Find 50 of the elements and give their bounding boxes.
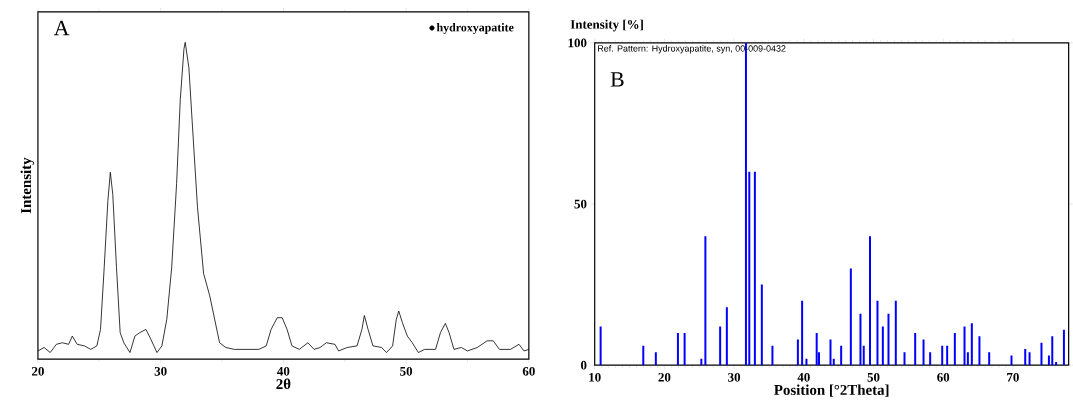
bar	[760, 284, 763, 366]
x-tick-label: 60	[937, 372, 950, 382]
bar	[887, 313, 890, 366]
bar	[869, 236, 872, 366]
x-tick-label: 70	[1007, 372, 1019, 382]
x-tick-label: 40	[277, 366, 290, 376]
bar	[840, 345, 843, 366]
bar	[914, 332, 917, 366]
legend-label: hydroxyapatite	[436, 23, 514, 34]
bar	[700, 358, 703, 366]
bar	[970, 323, 973, 366]
bar	[719, 326, 722, 366]
bar	[859, 313, 862, 366]
bar	[725, 307, 728, 366]
x-tick-label: 50	[867, 372, 880, 382]
bar	[941, 345, 944, 366]
bar	[654, 352, 657, 366]
x-tick-label: 30	[728, 372, 741, 382]
y-tick-label: 100	[568, 38, 587, 48]
x-tick-label: 60	[522, 366, 535, 376]
x-tick-label: 20	[658, 372, 671, 382]
bar	[1055, 361, 1058, 366]
bar	[849, 268, 852, 366]
bar	[815, 332, 818, 366]
bar	[1024, 349, 1027, 366]
y-axis-title: Intensity	[20, 157, 35, 214]
bar	[894, 300, 897, 366]
y-axis-title: Intensity [%]	[570, 19, 643, 32]
bar	[946, 345, 949, 366]
bar	[832, 358, 835, 366]
bar	[978, 336, 981, 366]
bar	[922, 339, 925, 366]
text: A	[53, 20, 70, 36]
bar	[676, 332, 679, 366]
x-axis-title: 2θ	[276, 378, 291, 390]
x-tick-label: 40	[797, 372, 810, 382]
y-tick-label: 0	[580, 360, 587, 370]
x-tick-label: 30	[154, 366, 167, 376]
bar	[1040, 342, 1043, 366]
x-axis-title: Position [°2Theta]	[774, 384, 889, 397]
y-tick-label: 50	[574, 199, 587, 209]
x-tick-label: 10	[589, 372, 601, 382]
annotation: B	[610, 72, 624, 87]
bar	[753, 171, 756, 366]
bar	[881, 326, 884, 366]
bar	[876, 300, 879, 366]
x-tick-label: 50	[400, 366, 413, 376]
bar	[599, 326, 602, 366]
bar	[862, 345, 865, 366]
x-tick-label: 20	[32, 366, 44, 376]
